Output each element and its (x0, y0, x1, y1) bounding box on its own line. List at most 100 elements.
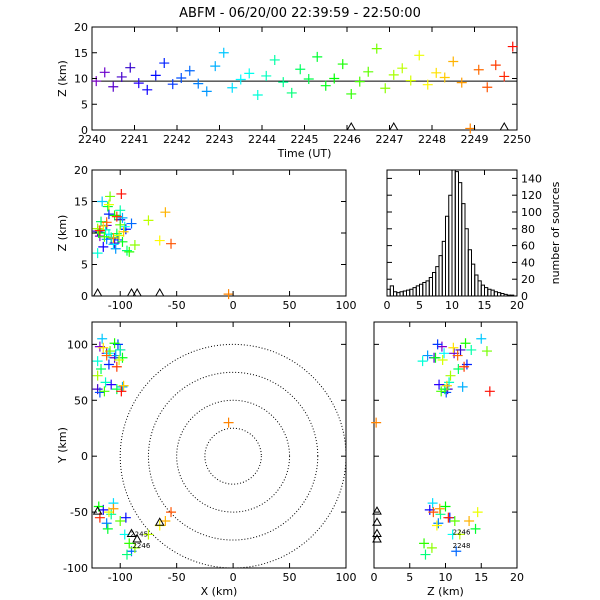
z-y-xtick-label: 0 (371, 571, 378, 584)
plan-view-source-point (92, 356, 103, 367)
z-y-source-point (436, 386, 447, 397)
z-y-source-point (443, 512, 454, 523)
x-height-source-point (103, 199, 114, 210)
plan-view-source-point (120, 512, 131, 523)
x-height-source-point (101, 217, 112, 228)
z-y-source-point (459, 361, 470, 372)
time-height-xtick-label: 2245 (291, 133, 319, 146)
z-y-xtick-label: 5 (406, 571, 413, 584)
plan-view-source-point (97, 333, 108, 344)
x-height-source-point (106, 232, 117, 243)
z-y-source-point (434, 503, 445, 514)
time-height-ytick-label: 10 (74, 73, 88, 86)
histogram-ylabel: number of sources (549, 181, 562, 284)
x-height-source-point (126, 218, 137, 229)
time-height-station-marker (499, 121, 510, 131)
plan-view-frame (91, 321, 347, 569)
plan-view-xtick-label: 50 (283, 571, 297, 584)
time-height-source-point (184, 65, 195, 76)
x-height-source-point (99, 231, 110, 242)
figure-title: ABFM - 06/20/00 22:39:59 - 22:50:00 (179, 6, 421, 21)
x-height-source-point (92, 248, 103, 259)
x-height-source-point (223, 289, 234, 300)
time-height-source-point (507, 41, 518, 52)
z-y-source-point (453, 363, 464, 374)
z-y-time-annotation: 2248 (453, 542, 471, 550)
z-y-source-point (440, 501, 451, 512)
x-height-source-point (109, 210, 120, 221)
time-height-source-point (193, 78, 204, 89)
time-height-xtick-label: 2243 (206, 133, 234, 146)
time-height-source-point (227, 82, 238, 93)
plan-view-source-point (92, 370, 103, 381)
time-height-xtick-label: 2248 (418, 133, 446, 146)
plan-view-ytick-label: 0 (81, 450, 88, 463)
time-height-source-point (210, 61, 221, 72)
z-y-xtick-label: 15 (474, 571, 488, 584)
time-height-source-point (235, 74, 246, 85)
plan-view-ytick-label: 50 (74, 394, 88, 407)
z-y-source-point (441, 380, 452, 391)
z-y-source-point (452, 350, 463, 361)
time-height-source-point (167, 79, 178, 90)
histogram-bin (389, 285, 394, 296)
histogram-ytick-label: 100 (521, 206, 542, 219)
x-height-ytick-label: 20 (74, 164, 88, 177)
x-height-source-point (115, 219, 126, 230)
plan-view-source-point (111, 361, 122, 372)
z-y-source-point (422, 350, 433, 361)
x-height-ytick-label: 5 (81, 259, 88, 272)
z-y-source-point (466, 344, 477, 355)
time-height-source-point (482, 82, 493, 93)
z-y-source-point (449, 516, 460, 527)
x-height-source-point (124, 246, 135, 257)
time-height-source-point (286, 87, 297, 98)
time-height-source-point (133, 78, 144, 89)
time-height-source-point (320, 80, 331, 91)
x-height-source-point (118, 226, 129, 237)
x-height-source-point (111, 211, 122, 222)
time-height-xtick-label: 2249 (461, 133, 489, 146)
time-height-source-point (91, 76, 102, 87)
plan-view-source-point (223, 417, 234, 428)
z-y-source-point (472, 507, 483, 518)
plan-view-source-point (121, 549, 132, 560)
histogram-ytick-label: 20 (521, 273, 535, 286)
time-height-source-point (388, 69, 399, 80)
x-height-xtick-label: -50 (168, 299, 186, 312)
z-y-source-point (371, 417, 382, 428)
time-height-source-point (439, 72, 450, 83)
z-y-station-marker (372, 517, 382, 526)
histogram-ytick-label: 0 (521, 290, 528, 303)
time-height-xtick-label: 2241 (121, 133, 149, 146)
x-height-source-point (154, 235, 165, 246)
x-height-frame (91, 169, 347, 297)
plan-view-source-point (119, 529, 130, 540)
z-y-source-point (437, 355, 448, 366)
histogram-xtick-label: 10 (445, 299, 459, 312)
x-height-source-point (98, 241, 109, 252)
time-height-source-point (252, 89, 263, 100)
histogram-ytick-label: 40 (521, 256, 535, 269)
x-height-source-point (102, 201, 113, 212)
x-height-ytick-label: 10 (74, 227, 88, 240)
z-y-source-point (470, 523, 481, 534)
plan-view-source-point (103, 348, 114, 359)
range-ring (204, 427, 262, 485)
time-height-source-point (142, 84, 153, 95)
plan-view-source-point (96, 363, 107, 374)
time-height-source-point (397, 63, 408, 74)
plan-view-source-point (166, 507, 177, 518)
z-y-source-point (484, 386, 495, 397)
time-height-source-point (465, 123, 476, 134)
plan-view-source-point (124, 538, 135, 549)
plan-view-source-point (101, 518, 112, 529)
z-y-source-point (419, 538, 430, 549)
time-height-source-point (371, 43, 382, 54)
plan-view-source-point (111, 384, 122, 395)
time-height-source-point (303, 74, 314, 85)
plan-view-source-point (116, 386, 127, 397)
x-height-source-point (120, 224, 131, 235)
z-y-source-point (445, 370, 456, 381)
x-height-source-point (121, 245, 132, 256)
